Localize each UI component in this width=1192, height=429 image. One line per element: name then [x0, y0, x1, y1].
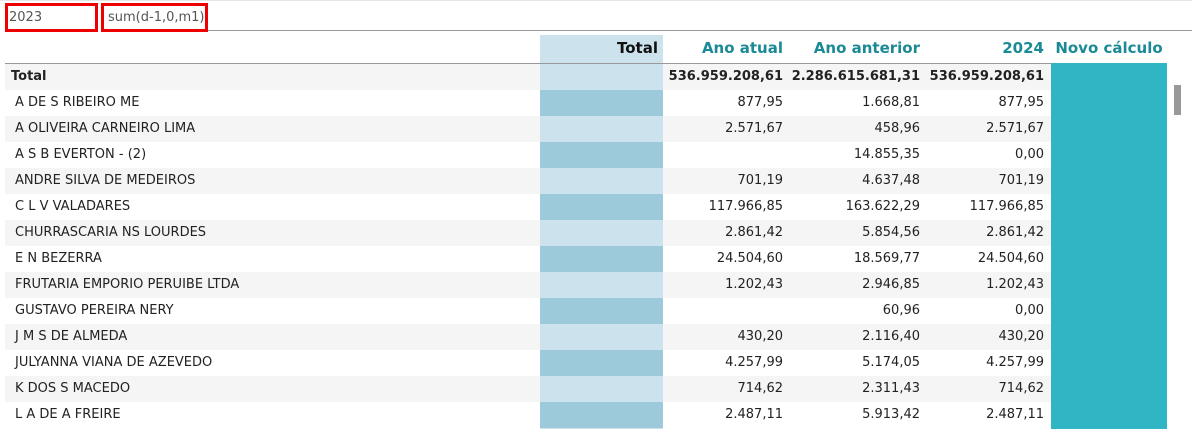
formula-input[interactable]: sum(d-1,0,m1)	[101, 3, 208, 32]
table-row[interactable]: L A DE A FREIRE 2.487,11 5.913,42 2.487,…	[5, 402, 1051, 428]
y2024-cell: 2.861,42	[986, 225, 1044, 240]
y2024-cell: 877,95	[998, 95, 1045, 110]
ano-atual-cell: 117.966,85	[708, 199, 783, 214]
y2024-cell: 117.966,85	[969, 199, 1044, 214]
table-row[interactable]: CHURRASCARIA NS LOURDES 2.861,42 5.854,5…	[5, 220, 1051, 246]
table-row[interactable]: FRUTARIA EMPORIO PERUIBE LTDA 1.202,43 2…	[5, 272, 1051, 298]
table-row[interactable]: A DE S RIBEIRO ME 877,95 1.668,81 877,95	[5, 90, 1051, 116]
table-row[interactable]: GUSTAVO PEREIRA NERY 60,96 0,00	[5, 298, 1051, 324]
ano-anterior-cell: 18.569,77	[853, 251, 920, 266]
ano-atual-cell: 877,95	[737, 95, 784, 110]
total-cell	[540, 350, 663, 376]
total-ano-anterior: 2.286.615.681,31	[791, 69, 920, 84]
row-name: A DE S RIBEIRO ME	[15, 95, 140, 110]
table-row[interactable]: C L V VALADARES 117.966,85 163.622,29 11…	[5, 194, 1051, 220]
row-name: ANDRE SILVA DE MEDEIROS	[15, 173, 196, 188]
y2024-cell: 430,20	[998, 329, 1045, 344]
ano-anterior-cell: 163.622,29	[845, 199, 920, 214]
row-name: J M S DE ALMEDA	[15, 329, 128, 344]
ano-atual-cell: 2.571,67	[725, 121, 783, 136]
row-name: FRUTARIA EMPORIO PERUIBE LTDA	[15, 277, 240, 292]
header-novo-calculo[interactable]: Novo cálculo	[1055, 39, 1163, 57]
ano-atual-cell: 2.487,11	[725, 407, 783, 422]
table-row[interactable]: J M S DE ALMEDA 430,20 2.116,40 430,20	[5, 324, 1051, 350]
table-row[interactable]: A S B EVERTON - (2) 14.855,35 0,00	[5, 142, 1051, 168]
ano-atual-cell: 701,19	[737, 173, 784, 188]
table-row[interactable]: E N BEZERRA 24.504,60 18.569,77 24.504,6…	[5, 246, 1051, 272]
ano-anterior-cell: 2.946,85	[862, 277, 920, 292]
ano-anterior-cell: 4.637,48	[862, 173, 920, 188]
total-cell	[540, 64, 663, 90]
ano-anterior-cell: 2.311,43	[862, 381, 920, 396]
table-row[interactable]: JULYANNA VIANA DE AZEVEDO 4.257,99 5.174…	[5, 350, 1051, 376]
header-ano-atual[interactable]: Ano atual	[701, 39, 783, 57]
ano-atual-cell: 430,20	[737, 329, 784, 344]
novo-calculo-column	[1051, 63, 1167, 429]
total-cell	[540, 142, 663, 168]
total-cell	[540, 402, 663, 428]
total-cell	[540, 168, 663, 194]
row-name: CHURRASCARIA NS LOURDES	[15, 225, 207, 240]
year-input[interactable]: 2023	[5, 3, 98, 32]
total-cell	[540, 194, 663, 220]
total-cell	[540, 298, 663, 324]
total-label: Total	[11, 69, 47, 84]
ano-anterior-cell: 14.855,35	[853, 147, 920, 162]
y2024-cell: 701,19	[998, 173, 1045, 188]
ano-anterior-cell: 2.116,40	[862, 329, 920, 344]
y2024-cell: 714,62	[998, 381, 1045, 396]
ano-anterior-cell: 1.668,81	[862, 95, 920, 110]
row-name: A OLIVEIRA CARNEIRO LIMA	[15, 121, 196, 136]
ano-anterior-cell: 60,96	[882, 303, 920, 318]
ano-anterior-cell: 458,96	[874, 121, 921, 136]
row-name: E N BEZERRA	[15, 251, 102, 266]
header-2024[interactable]: 2024	[1002, 39, 1044, 57]
total-cell	[540, 324, 663, 350]
header-ano-anterior[interactable]: Ano anterior	[813, 39, 920, 57]
ano-anterior-cell: 5.854,56	[862, 225, 920, 240]
total-cell	[540, 376, 663, 402]
row-name: JULYANNA VIANA DE AZEVEDO	[15, 355, 213, 370]
total-cell	[540, 116, 663, 142]
row-name: GUSTAVO PEREIRA NERY	[15, 303, 174, 318]
total-cell	[540, 220, 663, 246]
row-name: K DOS S MACEDO	[15, 381, 131, 396]
total-row: Total 536.959.208,61 2.286.615.681,31 53…	[5, 64, 1051, 90]
header-divider	[5, 63, 1051, 64]
y2024-cell: 1.202,43	[986, 277, 1044, 292]
divider	[208, 30, 1192, 31]
total-2024: 536.959.208,61	[929, 69, 1044, 84]
table-row[interactable]: ANDRE SILVA DE MEDEIROS 701,19 4.637,48 …	[5, 168, 1051, 194]
y2024-cell: 0,00	[1015, 147, 1044, 162]
row-name: L A DE A FREIRE	[15, 407, 121, 422]
y2024-cell: 2.571,67	[986, 121, 1044, 136]
total-cell	[540, 272, 663, 298]
ano-atual-cell: 4.257,99	[725, 355, 783, 370]
y2024-cell: 2.487,11	[986, 407, 1044, 422]
table-row[interactable]: A OLIVEIRA CARNEIRO LIMA 2.571,67 458,96…	[5, 116, 1051, 142]
y2024-cell: 4.257,99	[986, 355, 1044, 370]
total-ano-atual: 536.959.208,61	[668, 69, 783, 84]
row-name: A S B EVERTON - (2)	[15, 147, 147, 162]
total-cell	[540, 90, 663, 116]
ano-anterior-cell: 5.174,05	[862, 355, 920, 370]
header-total[interactable]: Total	[617, 39, 658, 57]
y2024-cell: 0,00	[1015, 303, 1044, 318]
ano-atual-cell: 714,62	[737, 381, 784, 396]
ano-anterior-cell: 5.913,42	[862, 407, 920, 422]
ano-atual-cell: 1.202,43	[725, 277, 783, 292]
row-name: C L V VALADARES	[15, 199, 131, 214]
total-cell	[540, 246, 663, 272]
ano-atual-cell: 2.861,42	[725, 225, 783, 240]
top-border	[0, 0, 1192, 1]
scrollbar[interactable]	[1174, 85, 1181, 115]
table-row[interactable]: K DOS S MACEDO 714,62 2.311,43 714,62	[5, 376, 1051, 402]
y2024-cell: 24.504,60	[977, 251, 1044, 266]
ano-atual-cell: 24.504,60	[716, 251, 783, 266]
